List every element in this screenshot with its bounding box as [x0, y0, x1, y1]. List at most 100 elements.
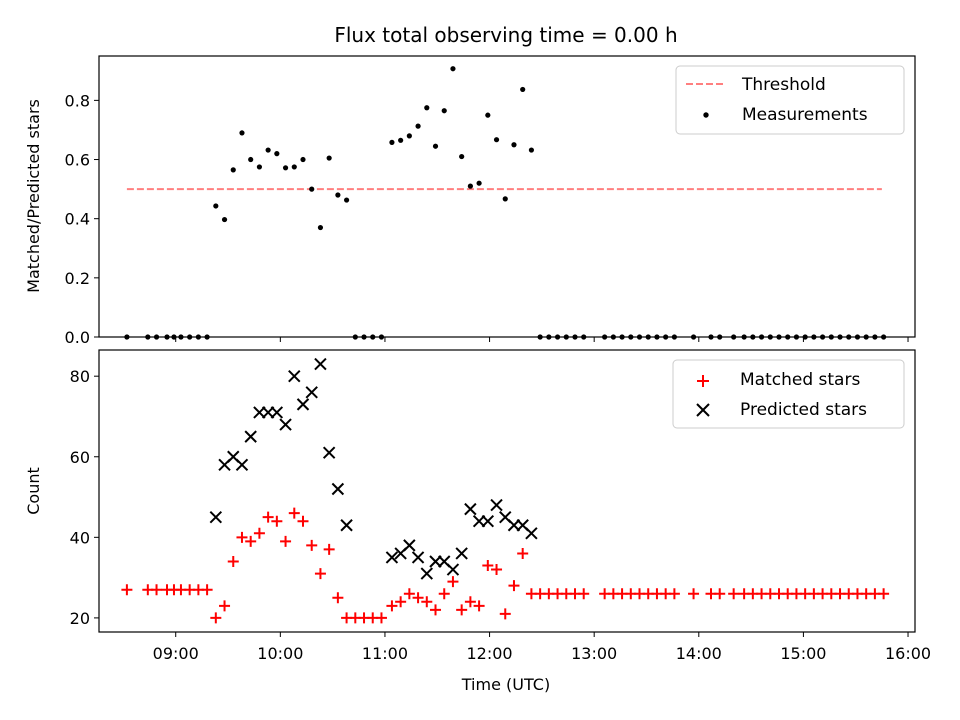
matched-star-point: [306, 539, 318, 551]
measurement-point: [406, 133, 412, 139]
measurement-point: [221, 216, 228, 223]
matched-star-point: [386, 600, 398, 612]
matched-star-point: [151, 584, 163, 596]
x-tick-label: 10:00: [257, 644, 303, 663]
measurement-point: [213, 203, 219, 209]
legend-predicted-label: Predicted stars: [740, 400, 867, 420]
measurement-point: [317, 224, 324, 231]
matched-star-point: [288, 507, 300, 519]
matched-star-point: [714, 588, 726, 600]
count-axis-ticks: 20 40 60 80 09:00 10:00 11:00 12:00 13:00 14:00 15…: [70, 367, 931, 663]
count-x-axis-label: Time (UTC): [461, 675, 550, 694]
predicted-star-point: [340, 519, 353, 532]
matched-star-point: [314, 568, 326, 580]
y-tick-label: 20: [70, 609, 90, 628]
x-tick-label: 13:00: [571, 644, 617, 663]
measurement-point: [274, 151, 280, 157]
measurement-point: [476, 180, 482, 186]
x-tick-label: 15:00: [780, 644, 826, 663]
measurement-point: [343, 197, 350, 203]
matched-star-point: [236, 531, 248, 543]
measurement-point: [432, 143, 439, 149]
count-panel: Count Time (UTC) 20 40 60 80 09:00 10:00 11:00…: [24, 349, 931, 694]
count-points: [121, 357, 890, 624]
predicted-star-point: [305, 386, 318, 399]
measurement-point: [309, 186, 315, 192]
matched-star-point: [473, 600, 485, 612]
predicted-star-point: [455, 547, 468, 560]
measurement-point: [300, 156, 306, 163]
matched-star-point: [464, 596, 476, 608]
matched-star-point: [878, 588, 890, 600]
measurement-point: [485, 112, 491, 118]
matched-star-point: [412, 592, 424, 604]
matched-star-point: [332, 592, 344, 604]
matched-star-point: [456, 604, 468, 616]
ratio-legend: Threshold Measurements: [675, 65, 905, 135]
y-tick-label: 0.6: [65, 151, 90, 170]
matched-star-point: [668, 588, 680, 600]
predicted-star-point: [288, 369, 301, 383]
legend-threshold-label: Threshold: [741, 75, 826, 95]
measurement-point: [450, 66, 456, 72]
count-legend-box: [672, 359, 905, 429]
legend-matched-label: Matched stars: [740, 370, 860, 390]
predicted-star-point: [464, 502, 477, 516]
measurement-point: [282, 165, 289, 171]
predicted-star-point: [481, 515, 495, 528]
legend-predicted-swatch: [696, 403, 710, 417]
matched-star-point: [210, 612, 222, 624]
matched-star-point: [297, 515, 309, 527]
predicted-star-point: [235, 458, 249, 472]
matched-star-point: [482, 560, 494, 572]
predicted-star-point: [446, 563, 460, 576]
matched-star-point: [578, 588, 590, 600]
matched-star-point: [227, 556, 239, 567]
predicted-star-point: [411, 551, 425, 564]
measurement-point: [248, 156, 254, 163]
matched-star-point: [121, 584, 133, 596]
predicted-star-point: [209, 510, 223, 524]
matched-star-point: [499, 608, 511, 620]
y-tick-label: 60: [70, 448, 90, 467]
matched-star-point: [517, 547, 529, 559]
y-tick-label: 0.2: [65, 269, 90, 288]
measurement-point: [493, 137, 500, 143]
measurement-point: [459, 153, 465, 160]
predicted-star-point: [331, 482, 345, 496]
matched-star-point: [395, 596, 407, 608]
matched-star-point: [271, 515, 283, 527]
matched-star-point: [253, 527, 265, 539]
y-tick-label: 0.8: [65, 91, 90, 110]
y-tick-label: 0.4: [65, 210, 90, 229]
y-tick-label: 0.0: [65, 328, 90, 347]
measurement-point: [230, 167, 236, 173]
ratio-panel-title: Flux total observing time = 0.00 h: [334, 23, 677, 47]
measurement-point: [520, 86, 526, 93]
matched-star-point: [201, 584, 213, 596]
measurement-point: [424, 105, 430, 111]
ratio-panel: Flux total observing time = 0.00 h Match…: [24, 23, 916, 347]
matched-star-point: [323, 543, 335, 555]
ratio-axes-frame: [98, 55, 916, 338]
measurement-point: [291, 164, 297, 170]
measurement-point: [265, 147, 271, 153]
predicted-star-point: [385, 551, 399, 564]
measurement-point: [502, 196, 508, 202]
count-y-axis-label: Count: [24, 467, 43, 515]
measurement-point: [389, 139, 395, 145]
matched-star-point: [508, 580, 520, 592]
matched-star-point: [403, 588, 415, 600]
predicted-star-point: [296, 398, 310, 411]
predicted-star-point: [403, 539, 416, 552]
matched-star-point: [219, 600, 231, 612]
x-tick-label: 12:00: [467, 644, 513, 663]
measurement-point: [528, 147, 535, 153]
measurement-point: [398, 137, 404, 143]
predicted-star-point: [490, 498, 503, 512]
measurement-point: [467, 183, 473, 189]
matched-star-point: [688, 588, 700, 600]
matched-star-point: [728, 588, 740, 600]
x-tick-label: 11:00: [362, 644, 408, 663]
